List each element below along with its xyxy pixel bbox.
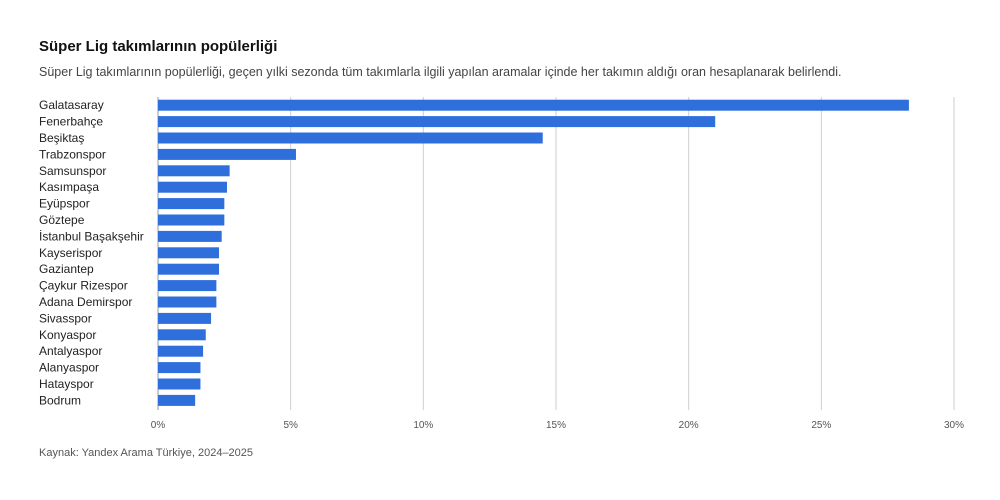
bar	[158, 116, 716, 128]
category-label: Göztepe	[39, 213, 85, 227]
x-tick-label: 25%	[811, 420, 831, 431]
bar	[158, 165, 230, 177]
category-label: Sivasspor	[39, 311, 92, 325]
category-label: Fenerbahçe	[39, 115, 103, 129]
bar	[158, 329, 206, 341]
bar	[158, 181, 227, 193]
bar	[158, 263, 220, 275]
bar	[158, 148, 296, 160]
bar	[158, 198, 225, 210]
x-tick-labels: 0% 5% 10% 15% 20% 25% 30%	[151, 420, 964, 431]
x-tick-label: 15%	[546, 420, 566, 431]
category-label: Samsunspor	[39, 164, 106, 178]
bar	[158, 362, 201, 374]
category-label: Kasımpaşa	[39, 180, 99, 194]
category-label: Bodrum	[39, 393, 81, 407]
category-label: Adana Demirspor	[39, 295, 132, 309]
category-label: Trabzonspor	[39, 147, 106, 161]
category-label: Eyüpspor	[39, 197, 90, 211]
chart-title: Süper Lig takımlarının popülerliği	[39, 38, 278, 55]
bar	[158, 345, 204, 357]
bar	[158, 280, 217, 292]
grid-lines	[157, 97, 955, 410]
bar	[158, 99, 909, 111]
category-label: Antalyaspor	[39, 344, 102, 358]
category-labels: Galatasaray Fenerbahçe Beşiktaş Trabzonspor…	[39, 98, 144, 407]
x-tick-label: 20%	[679, 420, 699, 431]
x-tick-label: 30%	[944, 420, 964, 431]
category-label: Gaziantep	[39, 262, 94, 276]
category-label: İstanbul Başakşehir	[39, 229, 144, 243]
bar	[158, 247, 220, 259]
chart-subtitle: Süper Lig takımlarının popülerliği, geçe…	[39, 65, 842, 79]
category-label: Alanyaspor	[39, 361, 99, 375]
source-note: Kaynak: Yandex Arama Türkiye, 2024–2025	[39, 447, 254, 459]
bar	[158, 132, 543, 144]
bar	[158, 378, 201, 390]
category-label: Çaykur Rizespor	[39, 279, 128, 293]
category-label: Konyaspor	[39, 328, 96, 342]
bar	[158, 214, 225, 226]
category-label: Galatasaray	[39, 98, 104, 112]
x-tick-label: 10%	[413, 420, 433, 431]
category-label: Kayserispor	[39, 246, 102, 260]
category-label: Hatayspor	[39, 377, 94, 391]
bars	[158, 99, 909, 406]
bar	[158, 296, 217, 308]
x-tick-label: 0%	[151, 420, 166, 431]
category-label: Beşiktaş	[39, 131, 84, 145]
bar	[158, 394, 196, 406]
bar	[158, 312, 212, 324]
x-tick-label: 5%	[283, 420, 298, 431]
bar	[158, 230, 222, 242]
